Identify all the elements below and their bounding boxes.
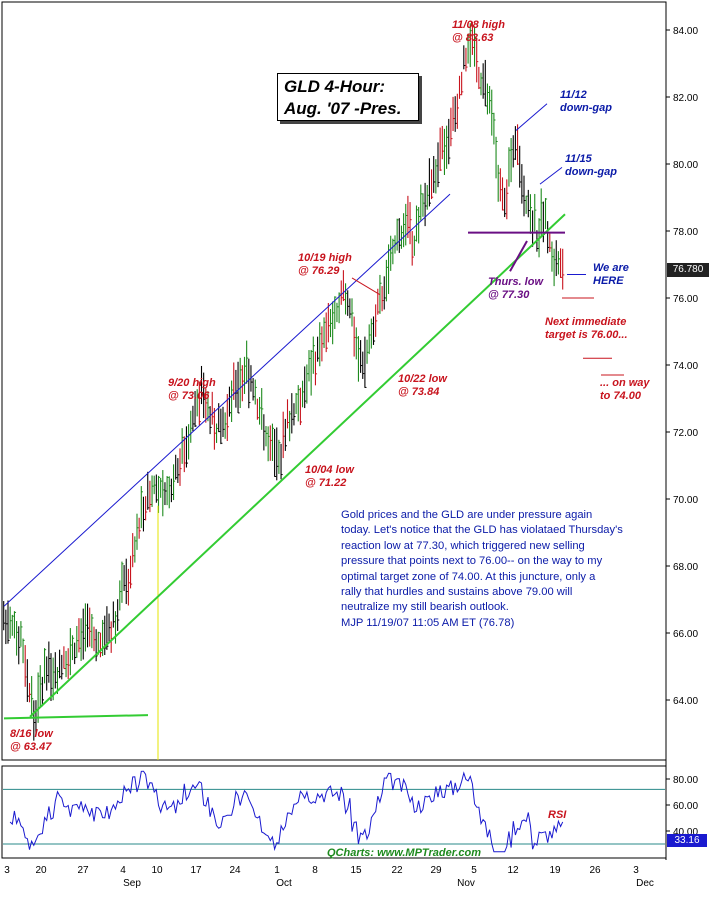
rsi-series-label: RSI (548, 809, 567, 821)
rsi-tick-label: 60.00 (673, 801, 698, 812)
annotation-1115-gap: down-gap (565, 166, 617, 178)
annotation-next-target: Next immediate (545, 316, 626, 328)
pointer-1112 (515, 103, 548, 131)
x-tick-label: 20 (35, 865, 47, 876)
annotation-we-are-here: We are (593, 262, 629, 274)
commentary-line: MJP 11/19/07 11:05 AM ET (76.78) (341, 616, 515, 629)
annotation-816-low: 8/16 low (10, 728, 54, 740)
axes: 64.00 66.00 68.00 70.00 72.00 74.00 76.00 78.00… (4, 26, 698, 889)
x-tick-label: 15 (350, 865, 362, 876)
annotation-1004-low: @ 71.22 (305, 477, 346, 489)
annotation-next-target: target is 76.00... (545, 329, 628, 341)
x-tick-label: 3 (633, 865, 639, 876)
annotation-1115-gap: 11/15 (565, 153, 593, 165)
commentary-line: today. Let's notice that the GLD has vio… (341, 524, 623, 537)
annotation-920-high: 9/20 high (168, 377, 216, 389)
price-bars (3, 21, 565, 741)
commentary-line: pressure that points next to 76.00-- on … (341, 555, 603, 568)
x-month-label: Nov (457, 878, 475, 889)
price-tick-label: 76.00 (673, 294, 698, 305)
channel-trendline (3, 193, 451, 607)
source-credit: QCharts: www.MPTrader.com (327, 847, 481, 859)
annotation-1112-gap: down-gap (560, 102, 612, 114)
x-tick-label: 17 (190, 865, 202, 876)
chart-title-box: GLD 4-Hour: Aug. '07 -Pres. (277, 73, 419, 121)
annotation-we-are-here: HERE (593, 275, 624, 287)
annotation-1019-high: 10/19 high (298, 252, 352, 264)
price-tick-label: 74.00 (673, 361, 698, 372)
commentary-line: Gold prices and the GLD are under pressu… (341, 509, 593, 521)
x-tick-label: 10 (151, 865, 163, 876)
x-month-label: Dec (636, 878, 654, 889)
annotation-on-way: to 74.00 (600, 390, 642, 402)
rsi-value-tag: 33.16 (667, 834, 707, 847)
low-horizontal-line (3, 714, 149, 720)
x-tick-label: 8 (312, 865, 318, 876)
commentary-line: reaction low at 77.30, which triggered n… (341, 539, 585, 552)
rsi-line (9, 770, 564, 853)
price-tick-label: 68.00 (673, 562, 698, 573)
x-tick-label: 24 (229, 865, 241, 876)
x-month-label: Oct (276, 878, 292, 889)
price-tick-label: 84.00 (673, 26, 698, 37)
annotation-thursday-low: Thurs. low (488, 276, 544, 288)
annotation-816-low: @ 63.47 (10, 741, 52, 753)
price-tick-label: 78.00 (673, 227, 698, 238)
trend-lines (3, 103, 624, 760)
chart-title-line2: Aug. '07 -Pres. (284, 99, 402, 118)
price-tick-label: 80.00 (673, 160, 698, 171)
rsi-panel: RSI QCharts: www.MPTrader.com (3, 770, 665, 859)
pointer-1115 (539, 166, 563, 185)
commentary-line: optimal target zone of 74.00. At this ju… (341, 570, 596, 583)
price-tick-label: 64.00 (673, 696, 698, 707)
annotation-1004-low: 10/04 low (305, 464, 355, 476)
commentary-text: Gold prices and the GLD are under pressu… (341, 508, 671, 631)
commentary-line: neutralize my still bearish outlook. (341, 601, 509, 614)
pointer-1019 (351, 277, 381, 296)
x-tick-label: 3 (4, 865, 10, 876)
x-tick-label: 5 (471, 865, 477, 876)
annotation-1112-gap: 11/12 (560, 89, 587, 101)
x-tick-label: 4 (120, 865, 126, 876)
annotation-1022-low: 10/22 low (398, 373, 448, 385)
thursday-low-pointer (509, 240, 528, 272)
x-tick-label: 22 (391, 865, 403, 876)
support-trendline (29, 213, 566, 718)
rsi-tick-label: 40.00 (673, 827, 698, 838)
price-tick-label: 70.00 (673, 495, 698, 506)
x-tick-label: 1 (274, 865, 280, 876)
annotation-1019-high: @ 76.29 (298, 265, 340, 277)
price-tick-label: 72.00 (673, 428, 698, 439)
price-tick-label: 82.00 (673, 93, 698, 104)
chart-title-line1: GLD 4-Hour: (284, 77, 386, 96)
price-tick-label: 66.00 (673, 629, 698, 640)
annotation-thursday-low: @ 77.30 (488, 289, 530, 301)
annotation-1022-low: @ 73.84 (398, 386, 439, 398)
annotation-on-way: ... on way (600, 377, 650, 389)
x-tick-label: 29 (430, 865, 442, 876)
rsi-tick-label: 80.00 (673, 775, 698, 786)
x-tick-label: 12 (507, 865, 519, 876)
x-tick-label: 26 (589, 865, 601, 876)
x-tick-label: 27 (77, 865, 89, 876)
last-price-tag: 76.780 (667, 263, 709, 277)
annotation-1108-high: 11/08 high (452, 19, 505, 31)
annotation-920-high: @ 73.06 (168, 390, 210, 402)
commentary-line: rally that hurdles and sustains above 79… (341, 586, 573, 599)
x-month-label: Sep (123, 878, 141, 889)
annotations: 8/16 low@ 63.47 9/20 high@ 73.06 10/04 low… (10, 19, 650, 753)
x-tick-label: 19 (549, 865, 561, 876)
annotation-1108-high: @ 83.63 (452, 32, 493, 44)
